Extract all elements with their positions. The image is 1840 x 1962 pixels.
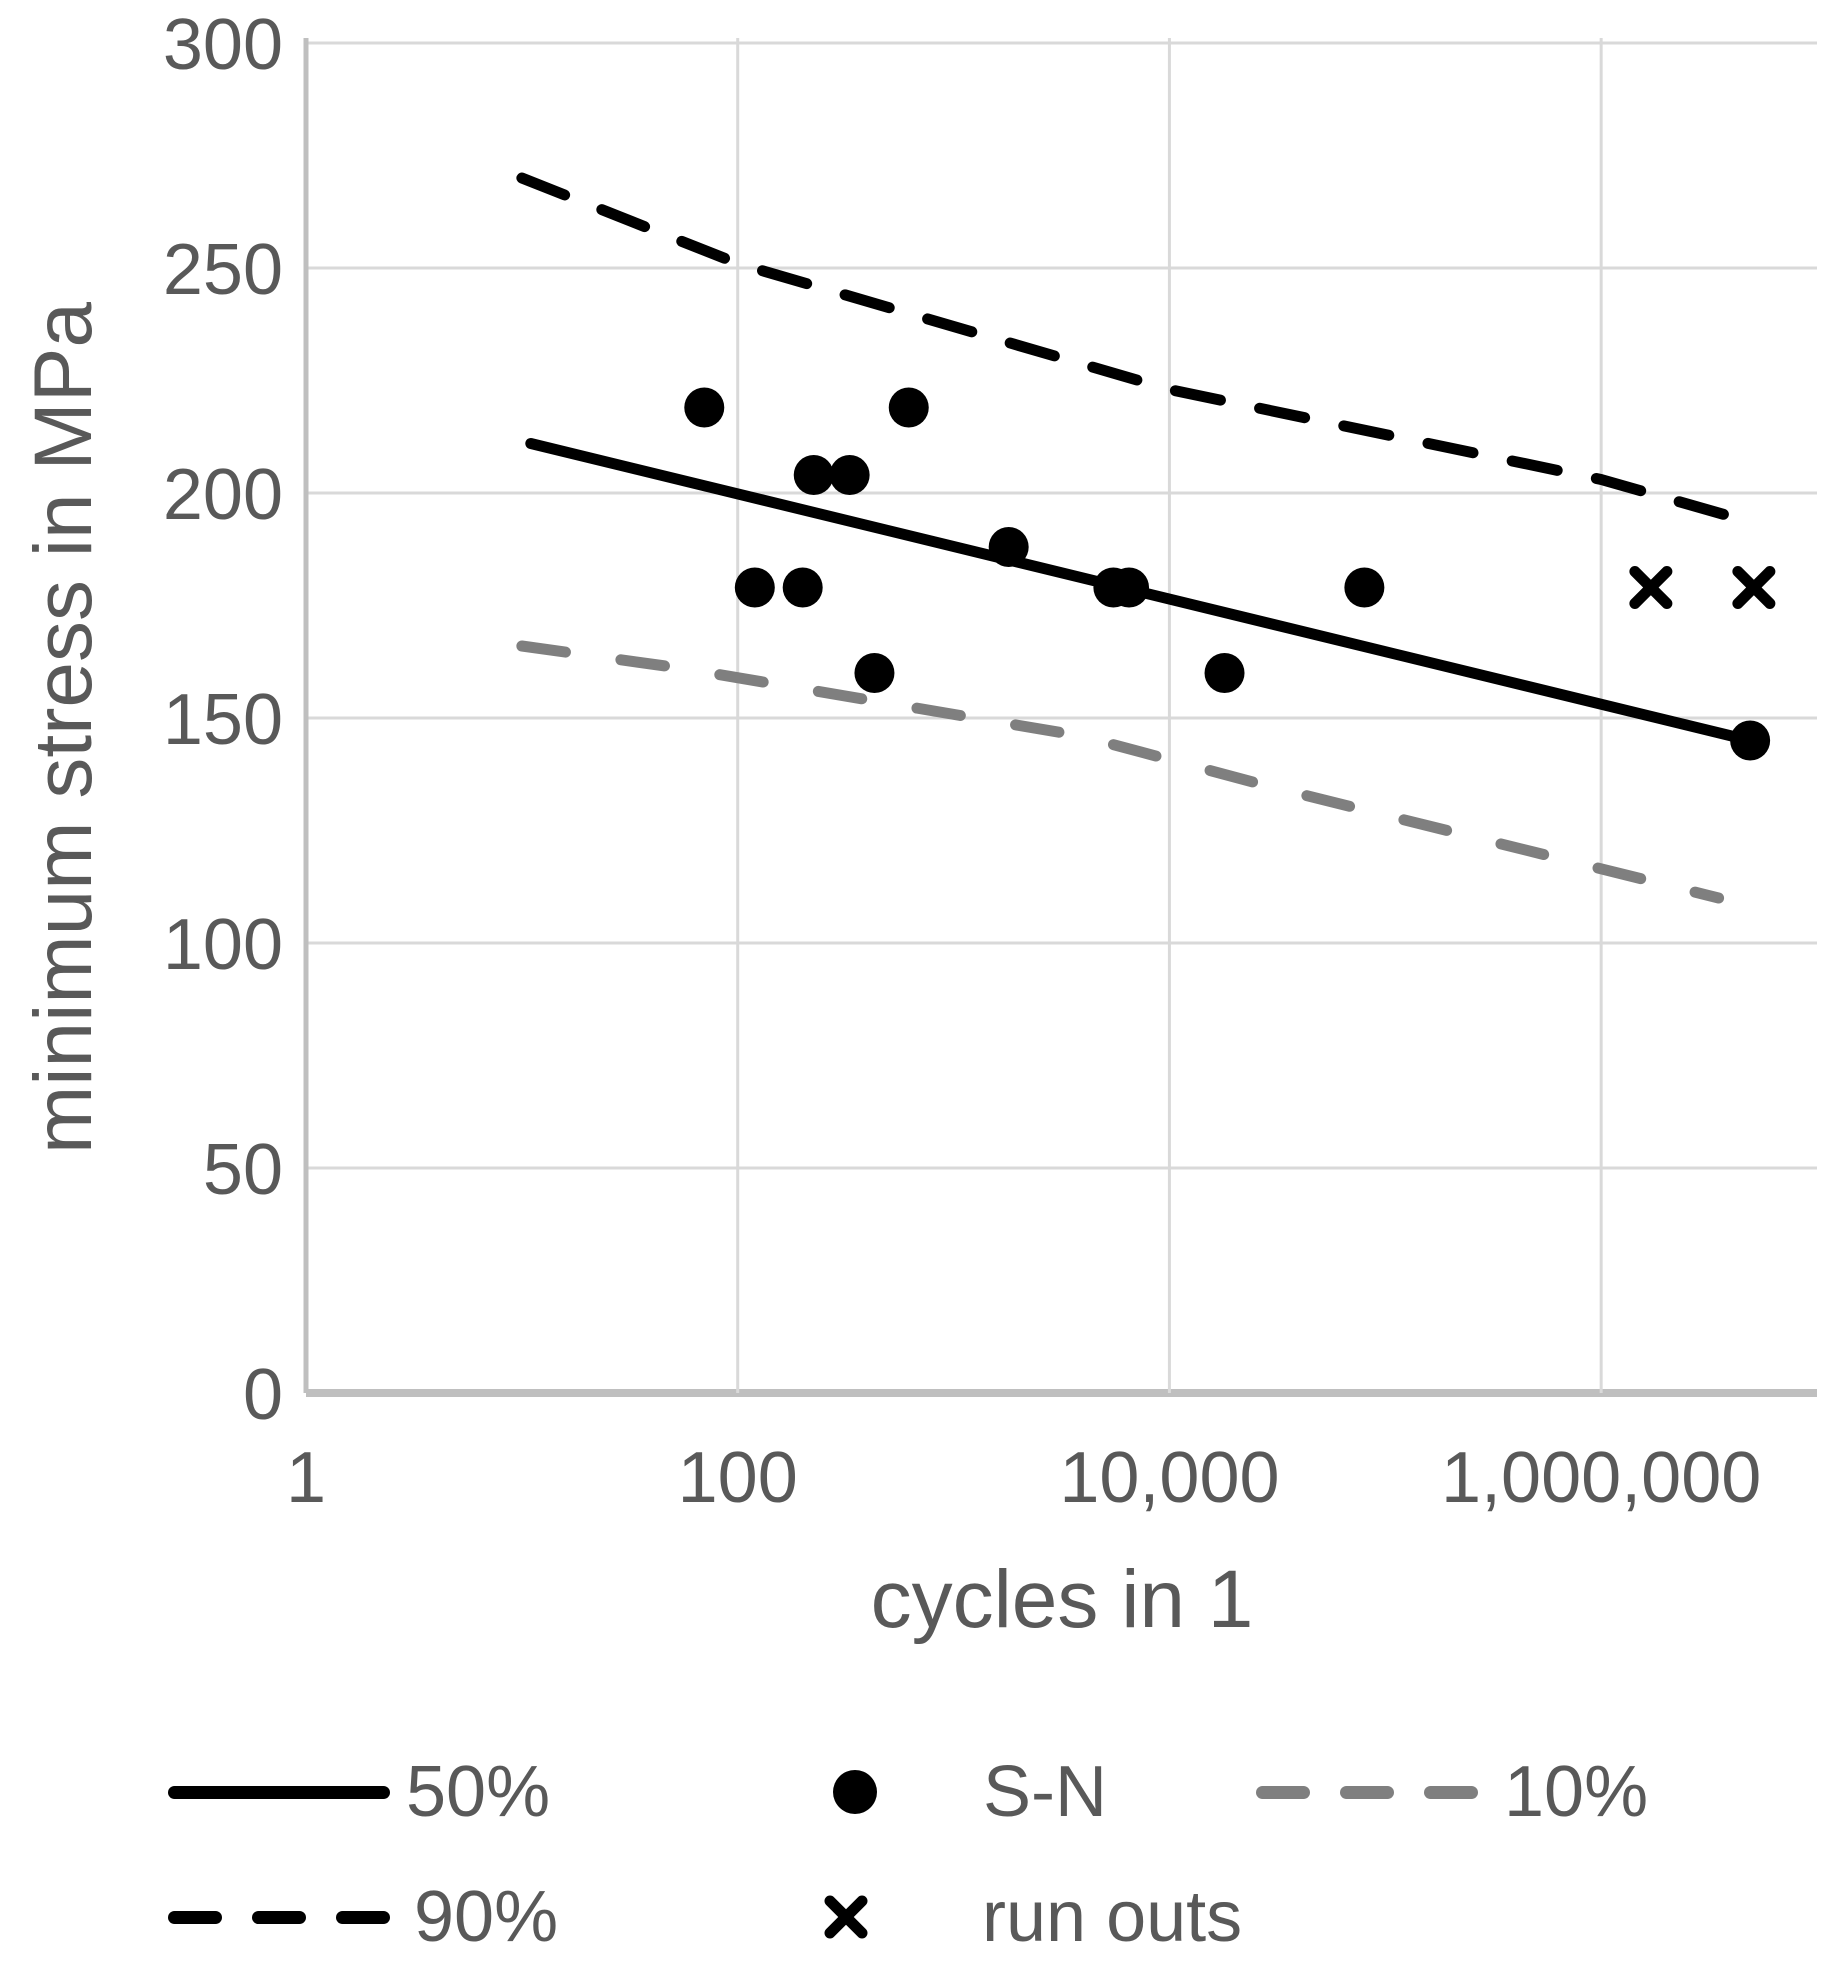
- data-point: [1204, 653, 1245, 693]
- y-tick-label: 150: [163, 680, 283, 760]
- gray-dashed-line-swatch-icon: [1256, 1785, 1478, 1799]
- data-point: [988, 527, 1029, 567]
- series-10-: [516, 640, 1725, 904]
- x-tick-label: 10,000: [1059, 1438, 1279, 1518]
- data-point: [854, 653, 895, 693]
- tick-labels: 0 50 100 150 200 250 300 1 100 10,000 1,000,000: [163, 5, 1761, 1518]
- data-point: [734, 567, 775, 608]
- legend-label: run outs: [982, 1877, 1243, 1957]
- data-point: [888, 387, 929, 428]
- x-stroke: [1732, 566, 1776, 609]
- series-90-: [516, 172, 1765, 530]
- x-axis-title: cycles in 1: [870, 1554, 1254, 1645]
- y-tick-label: 300: [163, 5, 283, 85]
- data-point: [793, 455, 834, 495]
- series-s-n: [684, 387, 1771, 761]
- runout-marker: [1732, 566, 1776, 609]
- legend-item-90pct: 90%: [168, 1879, 558, 1955]
- legend-label: S-N: [983, 1752, 1107, 1832]
- legend-item-50pct: 50%: [168, 1754, 550, 1830]
- data-point: [1344, 567, 1385, 608]
- data-point: [1109, 567, 1150, 608]
- legend-label: 10%: [1504, 1752, 1649, 1832]
- y-axis-title: minimum stress in MPa: [18, 301, 109, 1155]
- x-tick-label: 100: [678, 1438, 798, 1518]
- dot-marker-swatch-icon: [833, 1770, 877, 1814]
- data-point: [829, 455, 870, 495]
- solid-line-swatch-icon: [168, 1785, 390, 1799]
- legend-label: 90%: [414, 1877, 559, 1957]
- series-run-outs: [1629, 566, 1776, 609]
- data-point: [684, 387, 725, 428]
- legend-item-sn: S-N: [833, 1754, 1107, 1830]
- gridlines: [303, 38, 1817, 1397]
- y-tick-label: 50: [203, 1130, 283, 1210]
- black-dashed-line-swatch-icon: [168, 1910, 390, 1924]
- y-tick-label: 250: [163, 230, 283, 310]
- legend-item-runouts: run outs: [822, 1879, 1242, 1955]
- 10%-line: [516, 640, 1725, 904]
- x-stroke: [1629, 566, 1673, 609]
- x-marker-swatch-icon: [824, 1895, 868, 1939]
- x-tick-label: 1,000,000: [1441, 1438, 1761, 1518]
- y-tick-label: 200: [163, 455, 283, 535]
- y-tick-label: 0: [243, 1355, 283, 1435]
- x-tick-label: 1: [286, 1438, 326, 1518]
- data-point: [1730, 720, 1771, 761]
- legend-item-10pct: 10%: [1256, 1754, 1648, 1830]
- y-tick-label: 100: [163, 905, 283, 985]
- 90%-line: [516, 172, 1765, 530]
- data-point: [782, 567, 823, 608]
- runout-marker: [1629, 566, 1673, 609]
- legend-label: 50%: [406, 1752, 551, 1832]
